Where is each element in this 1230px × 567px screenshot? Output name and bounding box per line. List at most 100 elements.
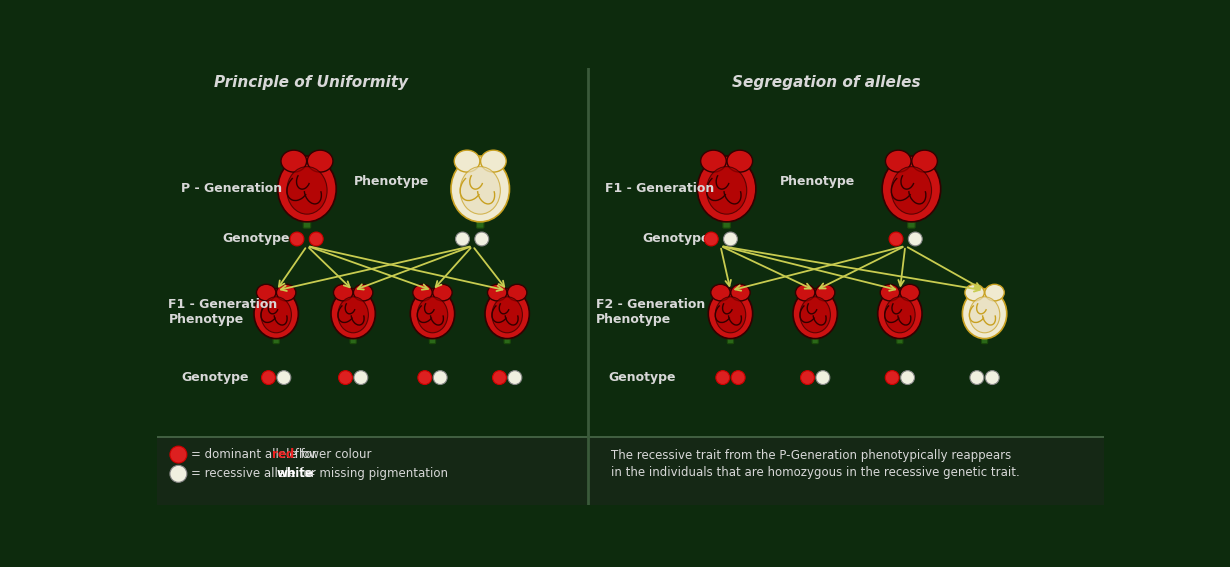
Circle shape <box>492 371 507 384</box>
Ellipse shape <box>884 297 915 333</box>
Ellipse shape <box>881 284 899 301</box>
Ellipse shape <box>882 156 941 222</box>
Text: Genotype: Genotype <box>642 232 710 246</box>
Ellipse shape <box>255 289 299 338</box>
Ellipse shape <box>708 289 753 338</box>
Circle shape <box>418 371 432 384</box>
Ellipse shape <box>492 297 523 333</box>
Ellipse shape <box>964 284 984 301</box>
Circle shape <box>732 371 745 384</box>
Circle shape <box>716 371 729 384</box>
FancyBboxPatch shape <box>812 322 818 344</box>
Ellipse shape <box>287 167 327 214</box>
Text: Segregation of alleles: Segregation of alleles <box>732 75 921 90</box>
Ellipse shape <box>487 284 507 301</box>
Ellipse shape <box>969 297 1000 333</box>
Circle shape <box>705 232 718 246</box>
Text: Phenotype: Phenotype <box>595 314 672 327</box>
Ellipse shape <box>331 289 375 338</box>
Ellipse shape <box>454 150 480 172</box>
Ellipse shape <box>793 289 838 338</box>
Ellipse shape <box>460 167 501 214</box>
Ellipse shape <box>815 284 835 301</box>
Circle shape <box>985 371 999 384</box>
Text: in the individuals that are homozygous in the recessive genetic trait.: in the individuals that are homozygous i… <box>611 466 1020 479</box>
Circle shape <box>277 371 290 384</box>
Text: P - Generation: P - Generation <box>182 183 283 196</box>
Ellipse shape <box>796 284 815 301</box>
Circle shape <box>290 232 304 246</box>
Ellipse shape <box>711 284 731 301</box>
Text: Phenotype: Phenotype <box>780 175 855 188</box>
Circle shape <box>801 371 814 384</box>
Text: The recessive trait from the P-Generation phenotypically reappears: The recessive trait from the P-Generatio… <box>611 449 1011 462</box>
Ellipse shape <box>508 284 526 301</box>
Text: = dominant allele for: = dominant allele for <box>191 448 316 461</box>
Text: Genotype: Genotype <box>182 371 248 384</box>
Ellipse shape <box>338 297 369 333</box>
Ellipse shape <box>261 297 292 333</box>
Ellipse shape <box>411 289 455 338</box>
FancyBboxPatch shape <box>476 200 483 228</box>
FancyBboxPatch shape <box>504 322 510 344</box>
Ellipse shape <box>697 156 756 222</box>
Text: Phenotype: Phenotype <box>169 314 244 327</box>
Ellipse shape <box>878 289 922 338</box>
Text: = recessive allele for: = recessive allele for <box>191 467 315 480</box>
Text: flower colour: flower colour <box>290 448 371 461</box>
Circle shape <box>338 371 353 384</box>
Ellipse shape <box>257 284 276 301</box>
Ellipse shape <box>701 150 726 172</box>
Ellipse shape <box>727 150 753 172</box>
Circle shape <box>170 446 187 463</box>
Ellipse shape <box>900 284 920 301</box>
Circle shape <box>900 371 914 384</box>
Ellipse shape <box>333 284 353 301</box>
Circle shape <box>970 371 984 384</box>
Ellipse shape <box>433 284 453 301</box>
Text: Genotype: Genotype <box>609 371 677 384</box>
Text: Genotype: Genotype <box>223 232 290 246</box>
Circle shape <box>723 232 738 246</box>
FancyBboxPatch shape <box>429 322 435 344</box>
Circle shape <box>815 371 830 384</box>
Text: F1 - Generation: F1 - Generation <box>605 183 715 196</box>
Circle shape <box>475 232 488 246</box>
Circle shape <box>309 232 323 246</box>
FancyBboxPatch shape <box>982 322 988 344</box>
Ellipse shape <box>800 297 830 333</box>
Ellipse shape <box>911 150 937 172</box>
Ellipse shape <box>985 284 1004 301</box>
Ellipse shape <box>417 297 448 333</box>
Ellipse shape <box>308 150 333 172</box>
Text: F2 - Generation: F2 - Generation <box>595 298 705 311</box>
Ellipse shape <box>277 284 296 301</box>
FancyBboxPatch shape <box>273 322 279 344</box>
Ellipse shape <box>280 150 306 172</box>
Text: Principle of Uniformity: Principle of Uniformity <box>214 75 408 90</box>
Text: = missing pigmentation: = missing pigmentation <box>303 467 449 480</box>
Ellipse shape <box>886 150 911 172</box>
Circle shape <box>433 371 448 384</box>
Circle shape <box>262 371 276 384</box>
Ellipse shape <box>353 284 373 301</box>
FancyBboxPatch shape <box>908 200 915 228</box>
FancyBboxPatch shape <box>157 68 1105 505</box>
Ellipse shape <box>706 167 747 214</box>
Ellipse shape <box>731 284 750 301</box>
Ellipse shape <box>413 284 432 301</box>
Ellipse shape <box>892 167 931 214</box>
Text: Phenotype: Phenotype <box>354 175 429 188</box>
FancyBboxPatch shape <box>723 200 731 228</box>
Circle shape <box>354 371 368 384</box>
FancyBboxPatch shape <box>727 322 733 344</box>
Ellipse shape <box>485 289 529 338</box>
Circle shape <box>908 232 922 246</box>
Circle shape <box>508 371 522 384</box>
Text: F1 - Generation: F1 - Generation <box>169 298 278 311</box>
Ellipse shape <box>962 289 1006 338</box>
Ellipse shape <box>451 156 509 222</box>
Ellipse shape <box>715 297 745 333</box>
FancyBboxPatch shape <box>157 437 1105 505</box>
Ellipse shape <box>278 156 336 222</box>
